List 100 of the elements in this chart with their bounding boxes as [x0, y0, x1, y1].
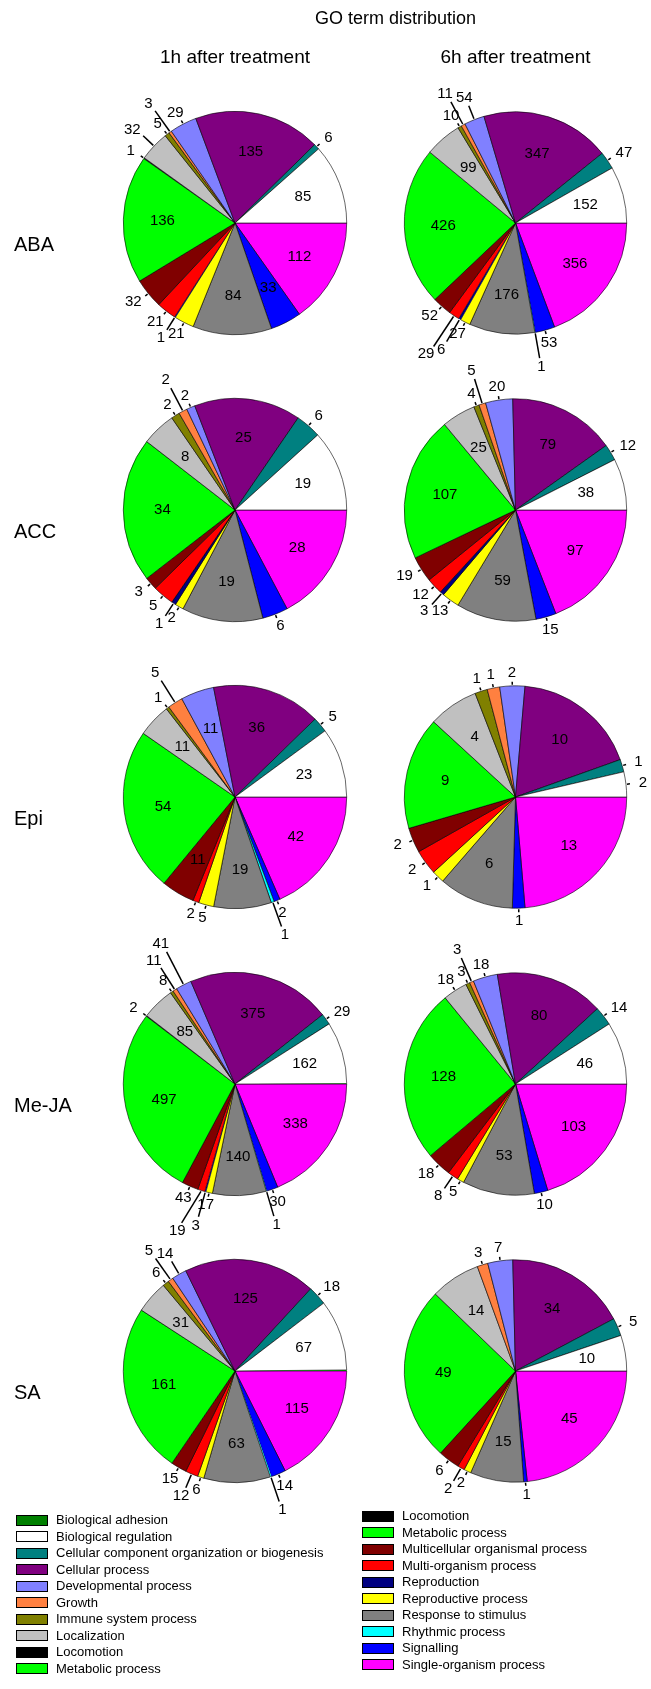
data-label: 375 [240, 1003, 266, 1021]
legend-label: Rhythmic process [402, 1623, 506, 1640]
data-label: 19 [231, 859, 249, 877]
data-label: 21 [168, 324, 185, 342]
data-label: 52 [421, 306, 438, 324]
chart-subtitle: 1h after treatment [159, 46, 311, 68]
data-label: 128 [431, 1067, 457, 1085]
data-label: 497 [151, 1089, 177, 1107]
data-label: 15 [541, 619, 559, 637]
data-label: 2 [278, 902, 287, 920]
legend-label: Metabolic process [402, 1524, 507, 1541]
data-label: 34 [154, 500, 171, 518]
data-label: 1 [522, 1484, 531, 1502]
category-label: Locomotion [56, 1644, 124, 1659]
category-label: Metabolic process [56, 1660, 161, 1676]
legend-label: Signalling [402, 1640, 459, 1657]
data-label: 140 [225, 1146, 251, 1164]
data-label: 2 [393, 835, 402, 853]
data-label: 99 [459, 158, 477, 176]
data-label: 7 [494, 1238, 503, 1256]
data-label: 63 [228, 1433, 245, 1451]
data-label: 103 [561, 1117, 587, 1135]
data-label: 29 [167, 102, 184, 120]
data-label: 12 [412, 585, 429, 603]
data-label: 11 [202, 718, 219, 736]
data-label: 2 [408, 860, 417, 878]
text: Me-JA [14, 1094, 72, 1117]
data-label: 1 [486, 665, 495, 683]
legend-label: Immune system process [56, 1611, 197, 1628]
data-label: 27 [449, 323, 466, 341]
data-label: 8 [158, 971, 168, 989]
data-label: 14 [156, 1243, 174, 1261]
data-label: 14 [276, 1476, 294, 1494]
text: Epi [14, 807, 43, 830]
data-label: 4 [470, 727, 479, 745]
data-label: 3 [191, 1215, 200, 1233]
data-label: 1 [155, 613, 164, 631]
legend-label: Biological regulation [56, 1528, 173, 1545]
data-label: 107 [432, 484, 458, 502]
legend-label: Multi-organism process [402, 1557, 537, 1574]
data-label: 2 [163, 394, 172, 412]
data-label: 34 [543, 1298, 561, 1316]
data-label: 32 [123, 119, 141, 137]
data-label: 112 [287, 246, 312, 264]
data-label: 84 [224, 285, 242, 303]
data-label: 1 [537, 357, 546, 375]
data-label: 29 [333, 1001, 351, 1019]
data-label: 67 [295, 1337, 312, 1355]
chart-subtitle: 6h after treatment [439, 46, 592, 68]
data-label: 1 [126, 140, 135, 158]
legend-label: Response to stimulus [402, 1607, 527, 1624]
data-label: 12 [619, 435, 637, 453]
data-label: 38 [577, 483, 595, 501]
data-label: 10 [551, 729, 568, 747]
legend-label: Biological adhesion [56, 1512, 169, 1529]
data-label: 6 [324, 128, 333, 146]
data-label: 15 [494, 1432, 512, 1450]
data-label: 13 [431, 600, 449, 618]
data-label: 2 [638, 772, 648, 790]
data-label: 10 [536, 1195, 553, 1212]
data-label: 47 [615, 143, 633, 161]
data-label: 19 [218, 572, 235, 590]
data-label: 19 [396, 566, 413, 584]
data-label: 30 [269, 1191, 286, 1209]
data-label: 3 [452, 939, 462, 957]
data-label: 5 [467, 360, 476, 378]
data-label: 53 [540, 332, 558, 350]
data-label: 5 [153, 114, 162, 132]
data-label: 5 [448, 1182, 458, 1200]
data-label: 338 [282, 1114, 308, 1132]
data-label: 1 [272, 1214, 281, 1232]
data-label: 18 [417, 1164, 435, 1182]
data-label: 1 [422, 876, 432, 894]
legend-label: Reproductive process [402, 1590, 528, 1607]
data-label: 3 [474, 1242, 483, 1260]
data-label: 8 [433, 1185, 443, 1203]
data-label: 6 [485, 854, 494, 872]
data-label: 426 [430, 215, 456, 233]
data-label: 42 [287, 826, 305, 844]
data-label: 11 [190, 849, 206, 867]
data-label: 2 [167, 608, 176, 626]
data-label: 1 [472, 669, 481, 687]
data-label: 2 [507, 662, 517, 680]
data-label: 1 [514, 911, 524, 929]
data-label: 23 [295, 764, 313, 782]
data-label: 14 [467, 1300, 485, 1318]
data-label: 79 [539, 435, 557, 453]
data-label: 6 [192, 1479, 201, 1497]
data-label: 53 [495, 1145, 513, 1163]
data-label: 25 [235, 428, 252, 446]
data-label: 85 [176, 1021, 194, 1039]
legend-label: Localization [56, 1627, 125, 1644]
text: ACC [14, 520, 57, 543]
data-label: 9 [440, 770, 450, 788]
data-label: 176 [494, 284, 520, 302]
data-label: 11 [146, 950, 162, 968]
data-label: 49 [434, 1363, 452, 1381]
legend-label: Single-organism process [402, 1656, 546, 1673]
data-label: 32 [124, 291, 142, 309]
chart-title: GO term distribution [313, 8, 478, 29]
